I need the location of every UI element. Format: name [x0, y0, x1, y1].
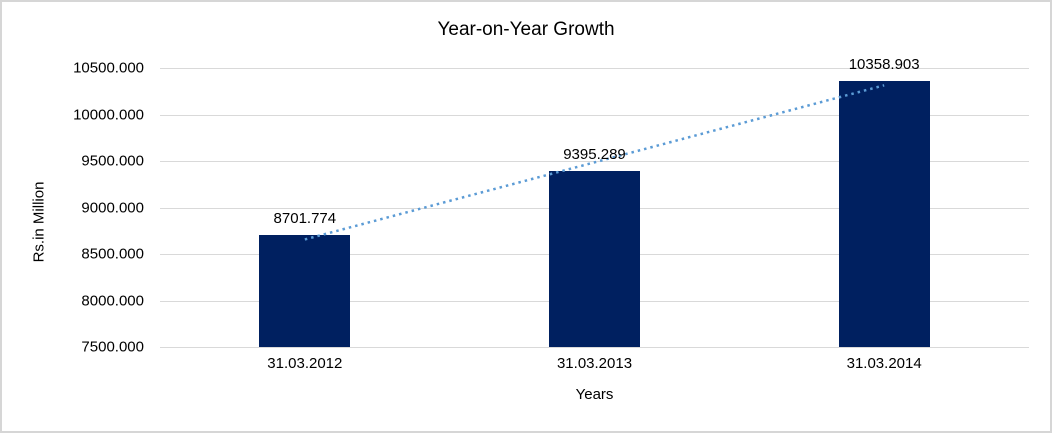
x-axis-tick-label: 31.03.2013	[556, 355, 633, 372]
y-axis-tick-labels: 7500.000 8000.000 8500.000 9000.000 9500.000…	[2, 60, 150, 356]
y-axis-tick-label: 9000.000	[81, 199, 144, 216]
y-axis-tick-label: 8000.000	[81, 292, 144, 309]
y-axis-tick-label: 10500.000	[73, 59, 144, 77]
x-axis-tick-label: 31.03.2012	[267, 355, 343, 372]
bar-31.03.2013	[549, 170, 640, 347]
y-axis-tick-label: 7500.000	[81, 338, 144, 356]
y-axis-tick-label: 8500.000	[81, 245, 144, 263]
gridline	[160, 68, 1029, 69]
bar-31.03.2012	[259, 235, 351, 347]
data-label: 10358.903	[848, 56, 920, 74]
gridline	[160, 347, 1029, 348]
data-label: 8701.774	[273, 210, 337, 228]
plot-area: 8701.774 31.03.2012 9395.289 31.03.2013 1035…	[160, 56, 1029, 372]
chart-title: Year-on-Year Growth	[437, 19, 615, 40]
x-axis-tick-label: 31.03.2014	[846, 355, 922, 372]
y-axis-tick-label: 10000.000	[73, 106, 144, 123]
data-label: 9395.289	[563, 145, 626, 163]
gridline	[160, 114, 1029, 116]
linear-trendline	[304, 84, 885, 241]
x-axis-title: Years	[575, 386, 614, 403]
bar-31.03.2014	[838, 81, 930, 347]
y-axis-tick-label: 9500.000	[81, 152, 144, 170]
